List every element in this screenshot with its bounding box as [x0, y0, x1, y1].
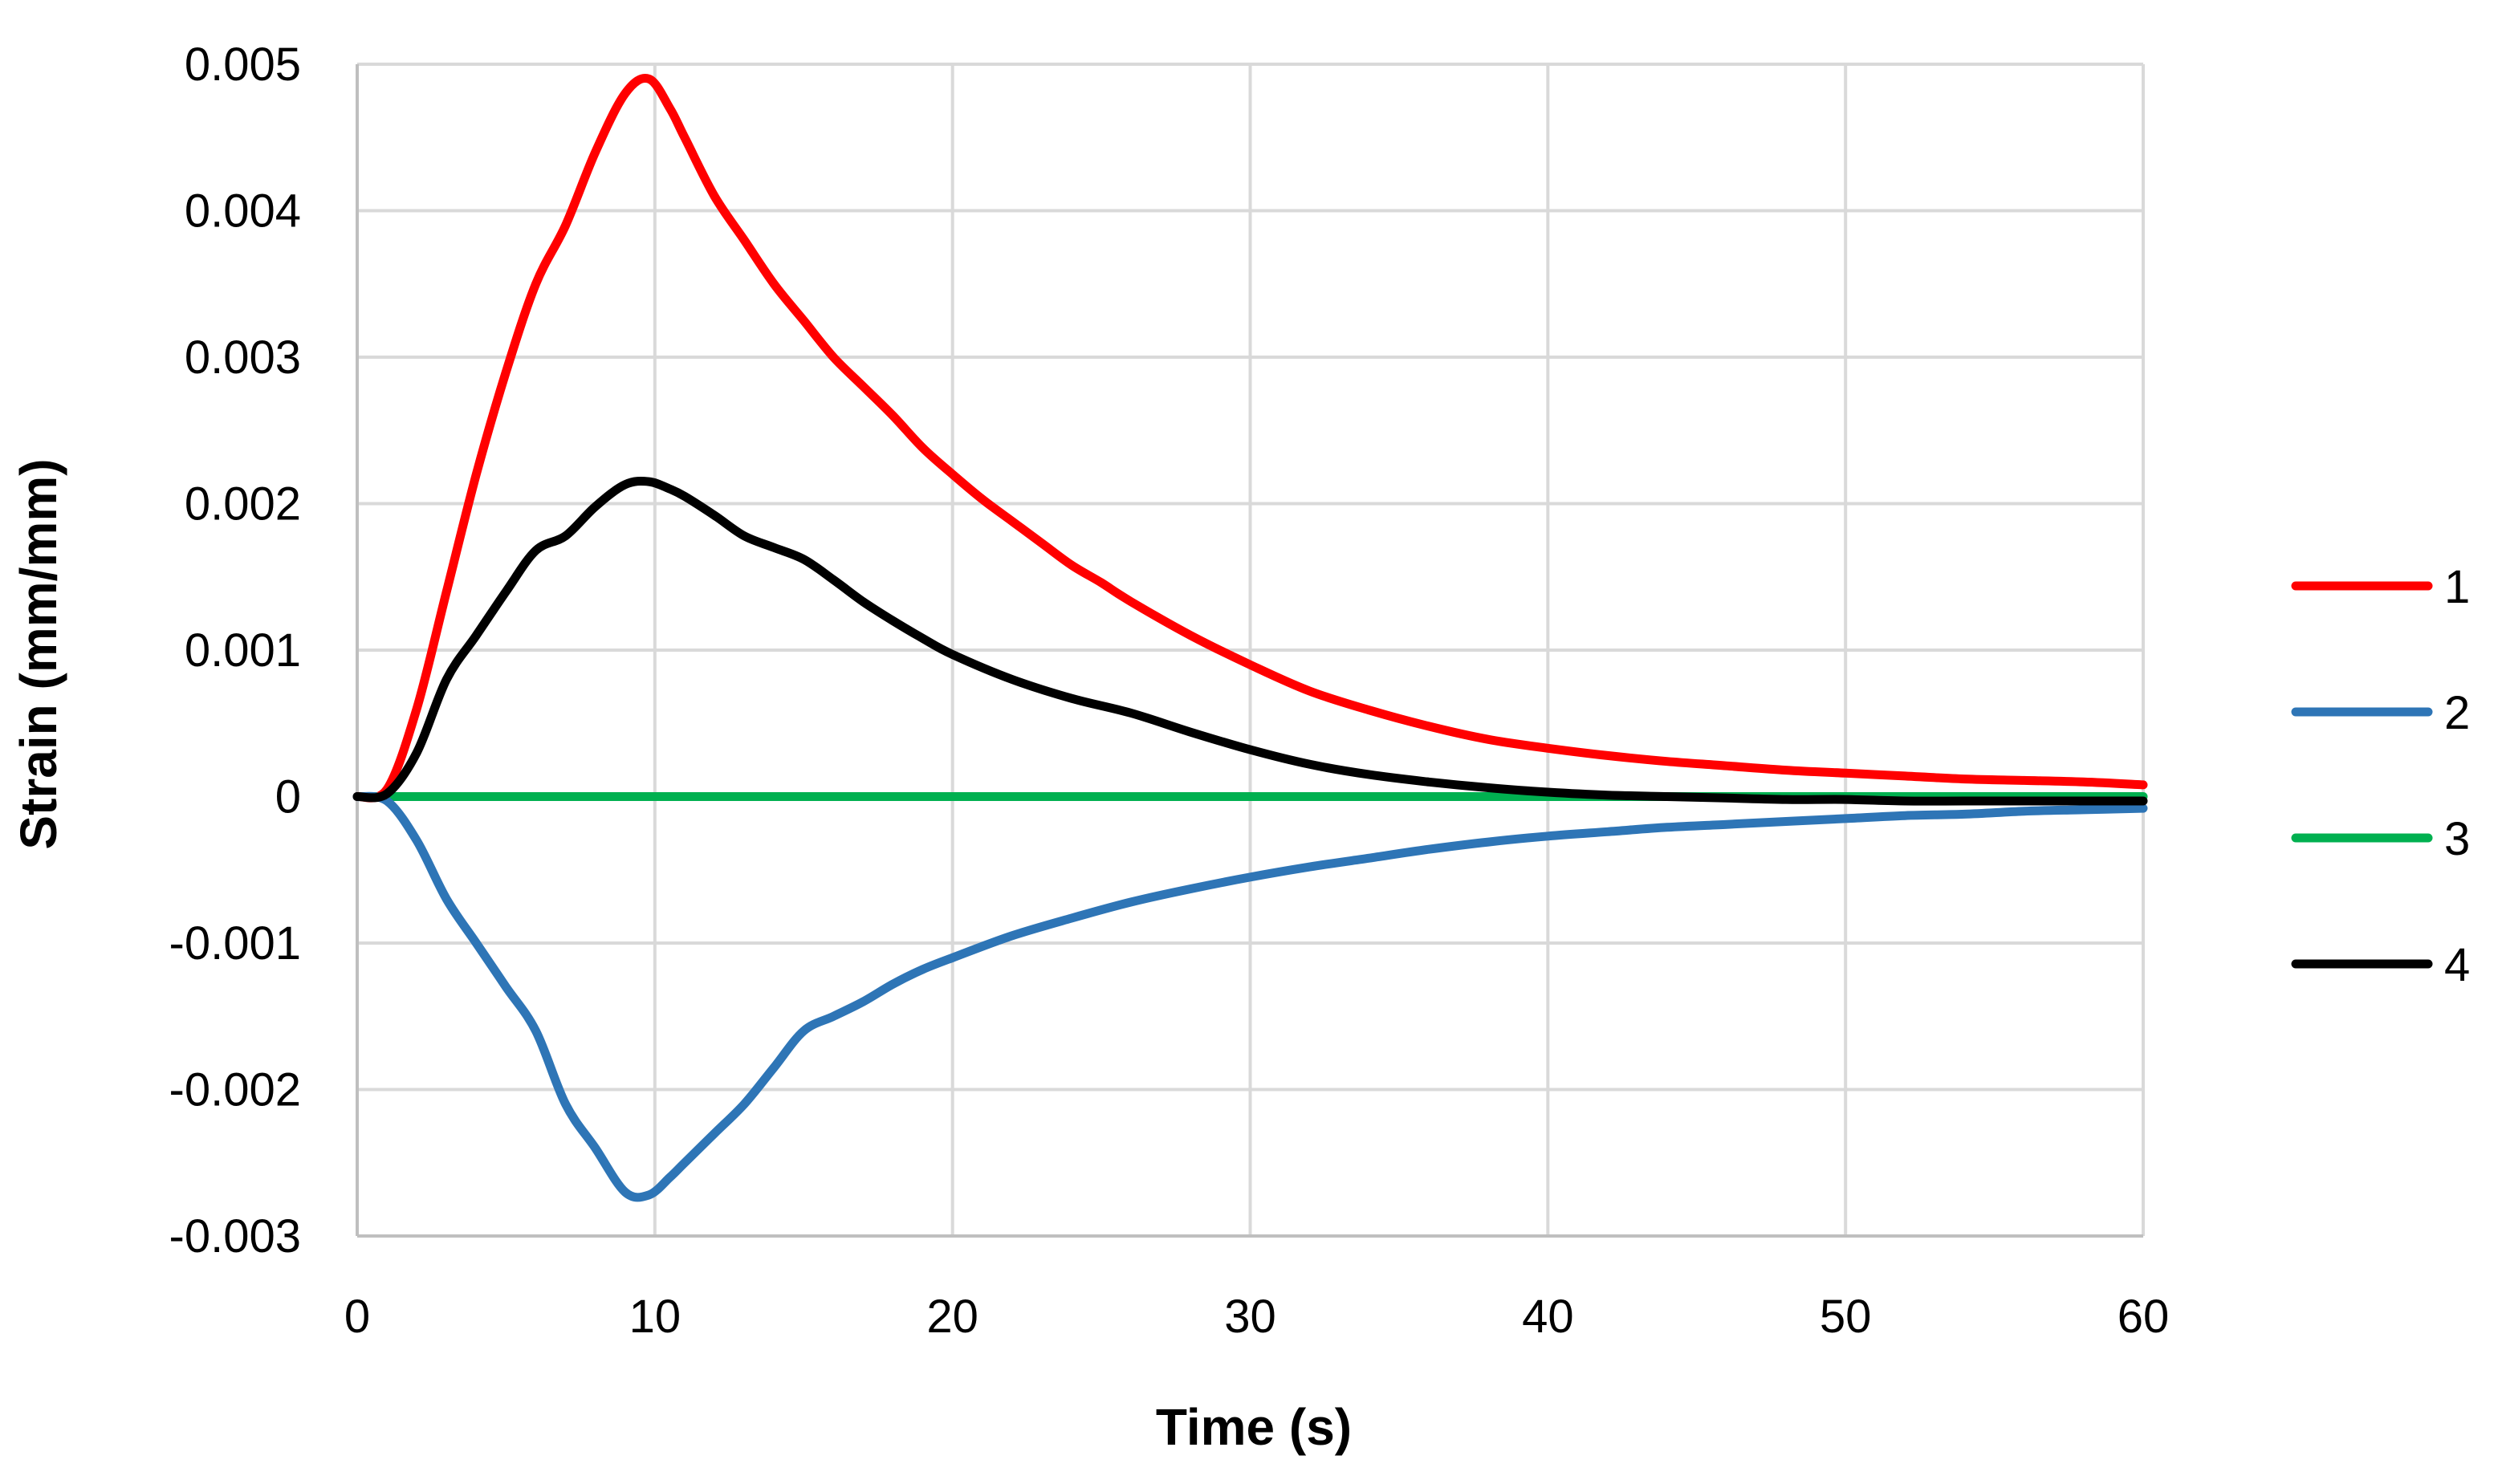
x-tick-label: 30 — [1224, 1291, 1276, 1343]
tick-labels: -0.003 -0.002 -0.001 0 0.001 0.002 0.003 0.004 0… — [169, 39, 2170, 1343]
series-line-1 — [352, 74, 2148, 803]
legend: 1 2 3 4 — [2291, 561, 2470, 991]
legend-label-1: 1 — [2444, 561, 2470, 613]
axes-layer — [356, 64, 2143, 1238]
y-tick-label: 0.003 — [185, 331, 301, 384]
legend-label-3: 3 — [2444, 813, 2470, 865]
legend-label-4: 4 — [2444, 939, 2470, 991]
legend-label-2: 2 — [2444, 687, 2470, 739]
x-tick-label: 60 — [2118, 1291, 2170, 1343]
x-tick-label: 0 — [344, 1291, 370, 1343]
y-tick-label: 0.001 — [185, 624, 301, 677]
x-tick-label: 50 — [1820, 1291, 1872, 1343]
y-tick-label: 0.004 — [185, 185, 301, 238]
x-tick-label: 10 — [629, 1291, 681, 1343]
x-axis-title: Time (s) — [1156, 1398, 1352, 1456]
grid-layer — [356, 63, 2145, 1238]
series-line-4 — [352, 477, 2148, 806]
x-tick-label: 40 — [1522, 1291, 1574, 1343]
y-axis-title: Strain (mm/mm) — [10, 458, 67, 849]
y-tick-label: -0.001 — [169, 917, 301, 970]
y-tick-label: -0.002 — [169, 1064, 301, 1116]
y-tick-label: 0 — [275, 771, 301, 823]
x-tick-label: 20 — [926, 1291, 978, 1343]
series-line-2 — [352, 791, 2148, 1202]
y-tick-label: 0.002 — [185, 478, 301, 531]
series-layer — [352, 74, 2148, 1202]
y-tick-label: 0.005 — [185, 39, 301, 91]
y-tick-label: -0.003 — [169, 1210, 301, 1262]
